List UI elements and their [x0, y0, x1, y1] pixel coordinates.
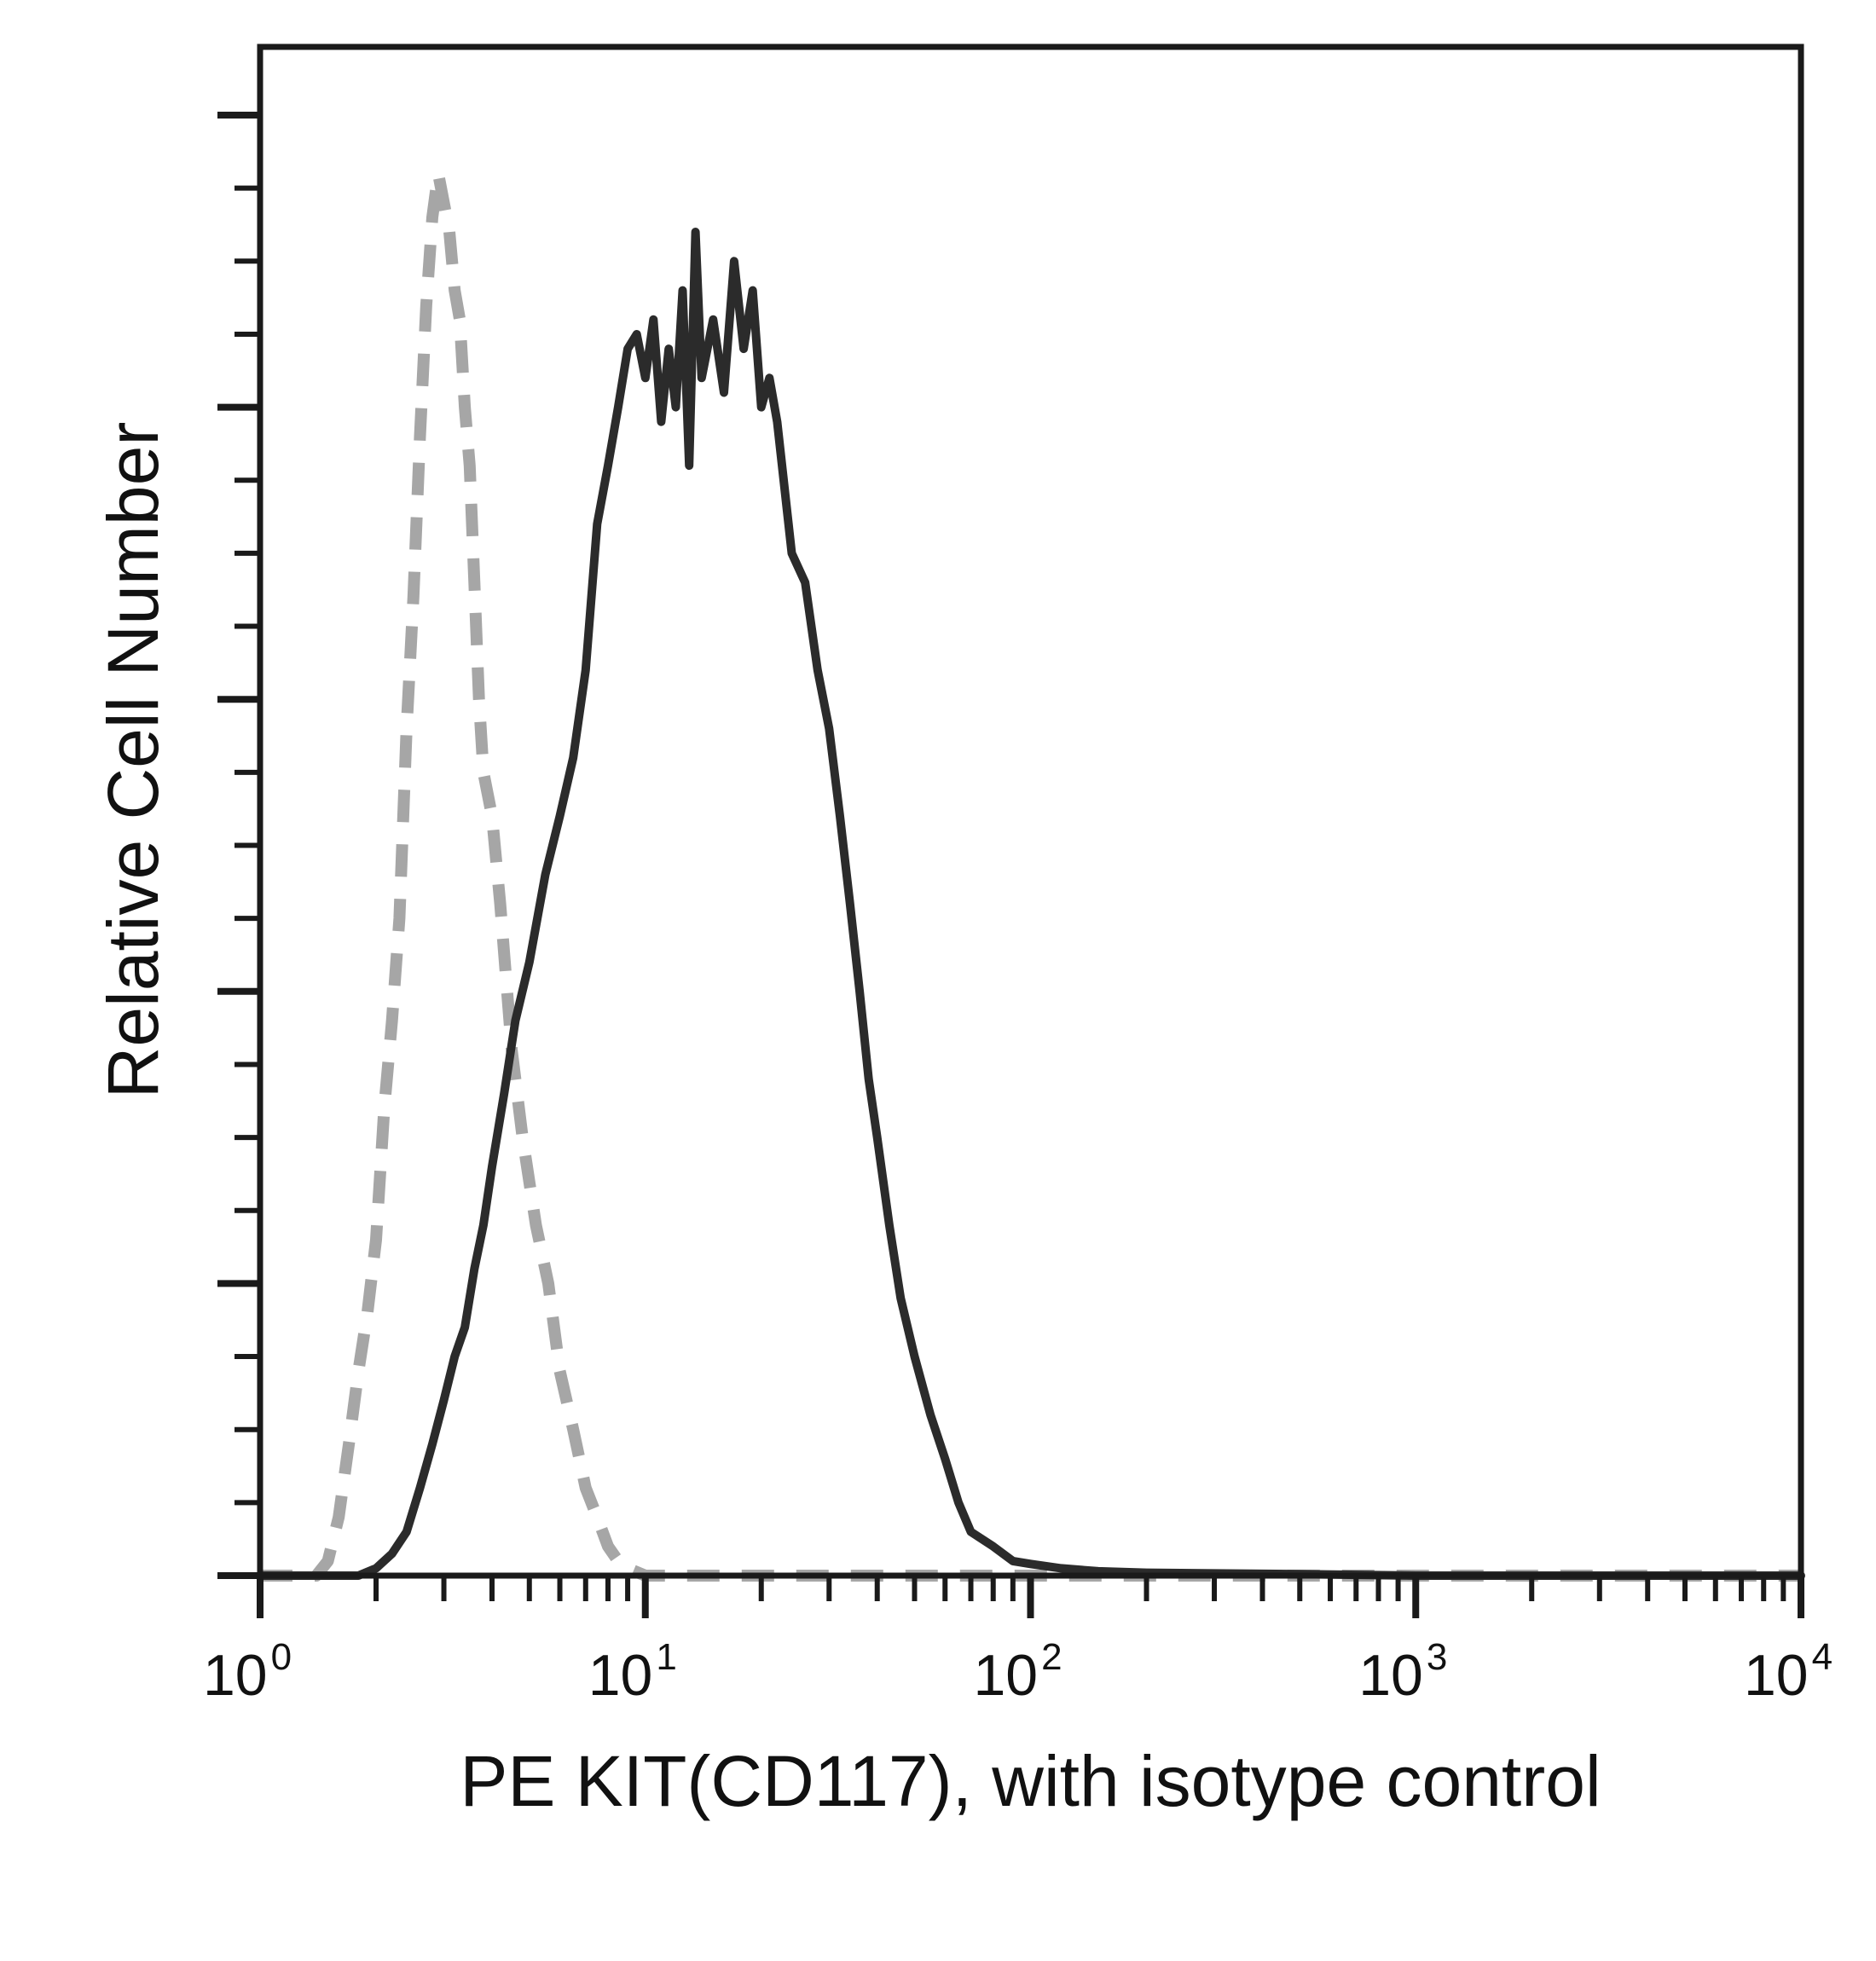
series-layer	[256, 167, 1805, 1582]
x-axis-label: PE KIT(CD117), with isotype control	[460, 1741, 1601, 1821]
x-axis-ticks	[257, 1576, 1804, 1618]
y-axis-ticks	[217, 112, 260, 1579]
x-axis-tick-labels: 100 101 102 103 104	[203, 1636, 1833, 1708]
x-tick-label: 102	[973, 1636, 1062, 1708]
isotype-control-series-line	[260, 167, 1801, 1582]
x-tick-label: 100	[203, 1636, 292, 1708]
x-tick-label: 101	[588, 1636, 677, 1708]
x-tick-label: 104	[1744, 1636, 1833, 1708]
y-axis-label: Relative Cell Number	[93, 422, 173, 1099]
kit-cd117-series-line	[256, 228, 1805, 1580]
x-tick-label: 103	[1358, 1636, 1447, 1708]
